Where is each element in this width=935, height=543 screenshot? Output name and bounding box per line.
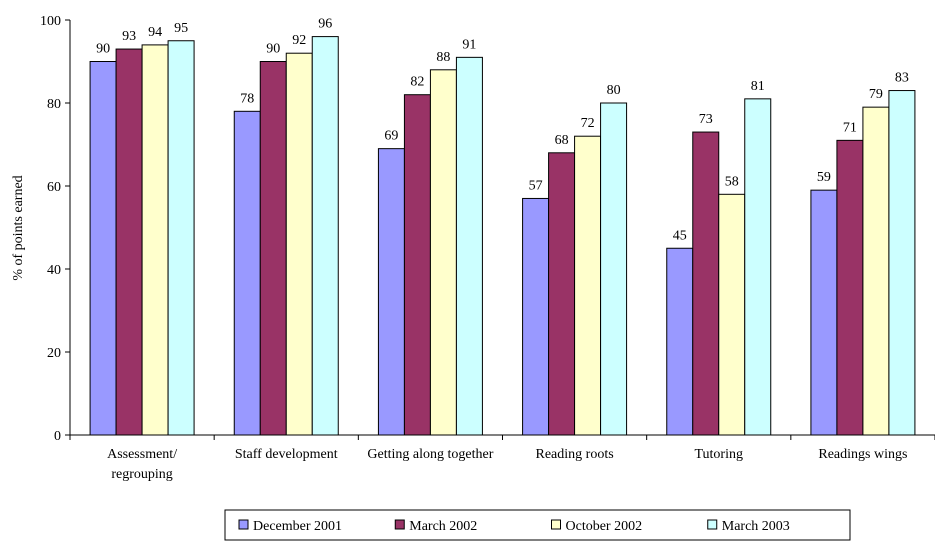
value-label: 73	[699, 112, 713, 127]
bar	[311, 36, 339, 436]
value-label: 71	[843, 120, 857, 135]
bar	[836, 139, 864, 436]
y-tick-label: 100	[40, 14, 61, 29]
bar	[862, 106, 890, 436]
bar	[233, 110, 261, 436]
value-label: 91	[462, 37, 476, 52]
bar	[888, 90, 916, 436]
bar	[548, 152, 576, 436]
legend-label: December 2001	[253, 519, 342, 534]
value-label: 90	[96, 42, 110, 57]
x-tick-label: Readings wings	[818, 447, 908, 462]
y-tick-label: 0	[54, 429, 61, 444]
bar	[167, 40, 195, 436]
value-label: 82	[410, 75, 424, 90]
value-label: 45	[673, 228, 687, 243]
x-tick-label-box: Getting along together	[367, 447, 494, 462]
bar	[455, 56, 483, 436]
value-label: 57	[529, 178, 543, 193]
value-label: 92	[292, 33, 306, 48]
y-tick-label: 40	[47, 263, 61, 278]
x-tick-label-box: Readings wings	[818, 447, 908, 462]
x-tick-label: Assessment/ regrouping	[107, 447, 178, 482]
value-label: 59	[817, 170, 831, 185]
bar	[403, 94, 431, 436]
bar	[600, 102, 628, 436]
x-tick-label: Reading roots	[535, 447, 614, 462]
legend-label: March 2002	[409, 519, 477, 534]
bar	[89, 61, 117, 436]
value-label: 94	[148, 25, 162, 40]
bar	[810, 189, 838, 436]
bar	[259, 61, 287, 436]
legend-swatch	[238, 519, 249, 530]
legend-swatch	[707, 519, 718, 530]
legend-label: October 2002	[566, 519, 643, 534]
value-label: 96	[318, 17, 332, 32]
legend-label: March 2003	[722, 519, 790, 534]
bar	[574, 135, 602, 436]
legend-swatch	[551, 519, 561, 530]
value-label: 93	[122, 29, 136, 44]
bar	[666, 247, 694, 436]
bar	[377, 148, 405, 436]
x-tick-label-box: Staff development	[234, 447, 338, 462]
y-tick-label: 20	[47, 346, 61, 361]
bar	[115, 48, 143, 436]
value-label: 78	[240, 91, 254, 106]
value-label: 80	[607, 83, 621, 98]
value-label: 88	[436, 50, 450, 65]
x-tick-label-box: Tutoring	[694, 447, 743, 462]
value-label: 90	[266, 42, 280, 57]
y-axis-label: % of points earned	[11, 175, 26, 280]
value-label: 58	[725, 174, 739, 189]
x-tick-label-box: Reading roots	[535, 447, 614, 462]
x-tick-label: Getting along together	[367, 447, 494, 462]
bar	[429, 69, 457, 436]
bar	[141, 44, 169, 436]
y-tick-label: 60	[47, 180, 61, 195]
value-label: 79	[869, 87, 883, 102]
value-label: 68	[555, 133, 569, 148]
legend-box	[224, 509, 851, 541]
x-tick-label-box: Assessment/ regrouping	[107, 447, 178, 482]
value-label: 69	[384, 129, 398, 144]
y-tick-label: 80	[47, 97, 61, 112]
bar	[285, 52, 313, 436]
bar	[718, 193, 746, 436]
bar	[522, 197, 550, 436]
legend-swatch	[394, 519, 405, 530]
x-tick-label: Tutoring	[694, 447, 743, 462]
value-label: 95	[174, 21, 188, 36]
value-label: 72	[581, 116, 595, 131]
x-tick-label: Staff development	[234, 447, 338, 462]
bar	[692, 131, 720, 436]
value-label: 81	[751, 79, 765, 94]
bar	[744, 98, 772, 436]
value-label: 83	[895, 71, 909, 86]
